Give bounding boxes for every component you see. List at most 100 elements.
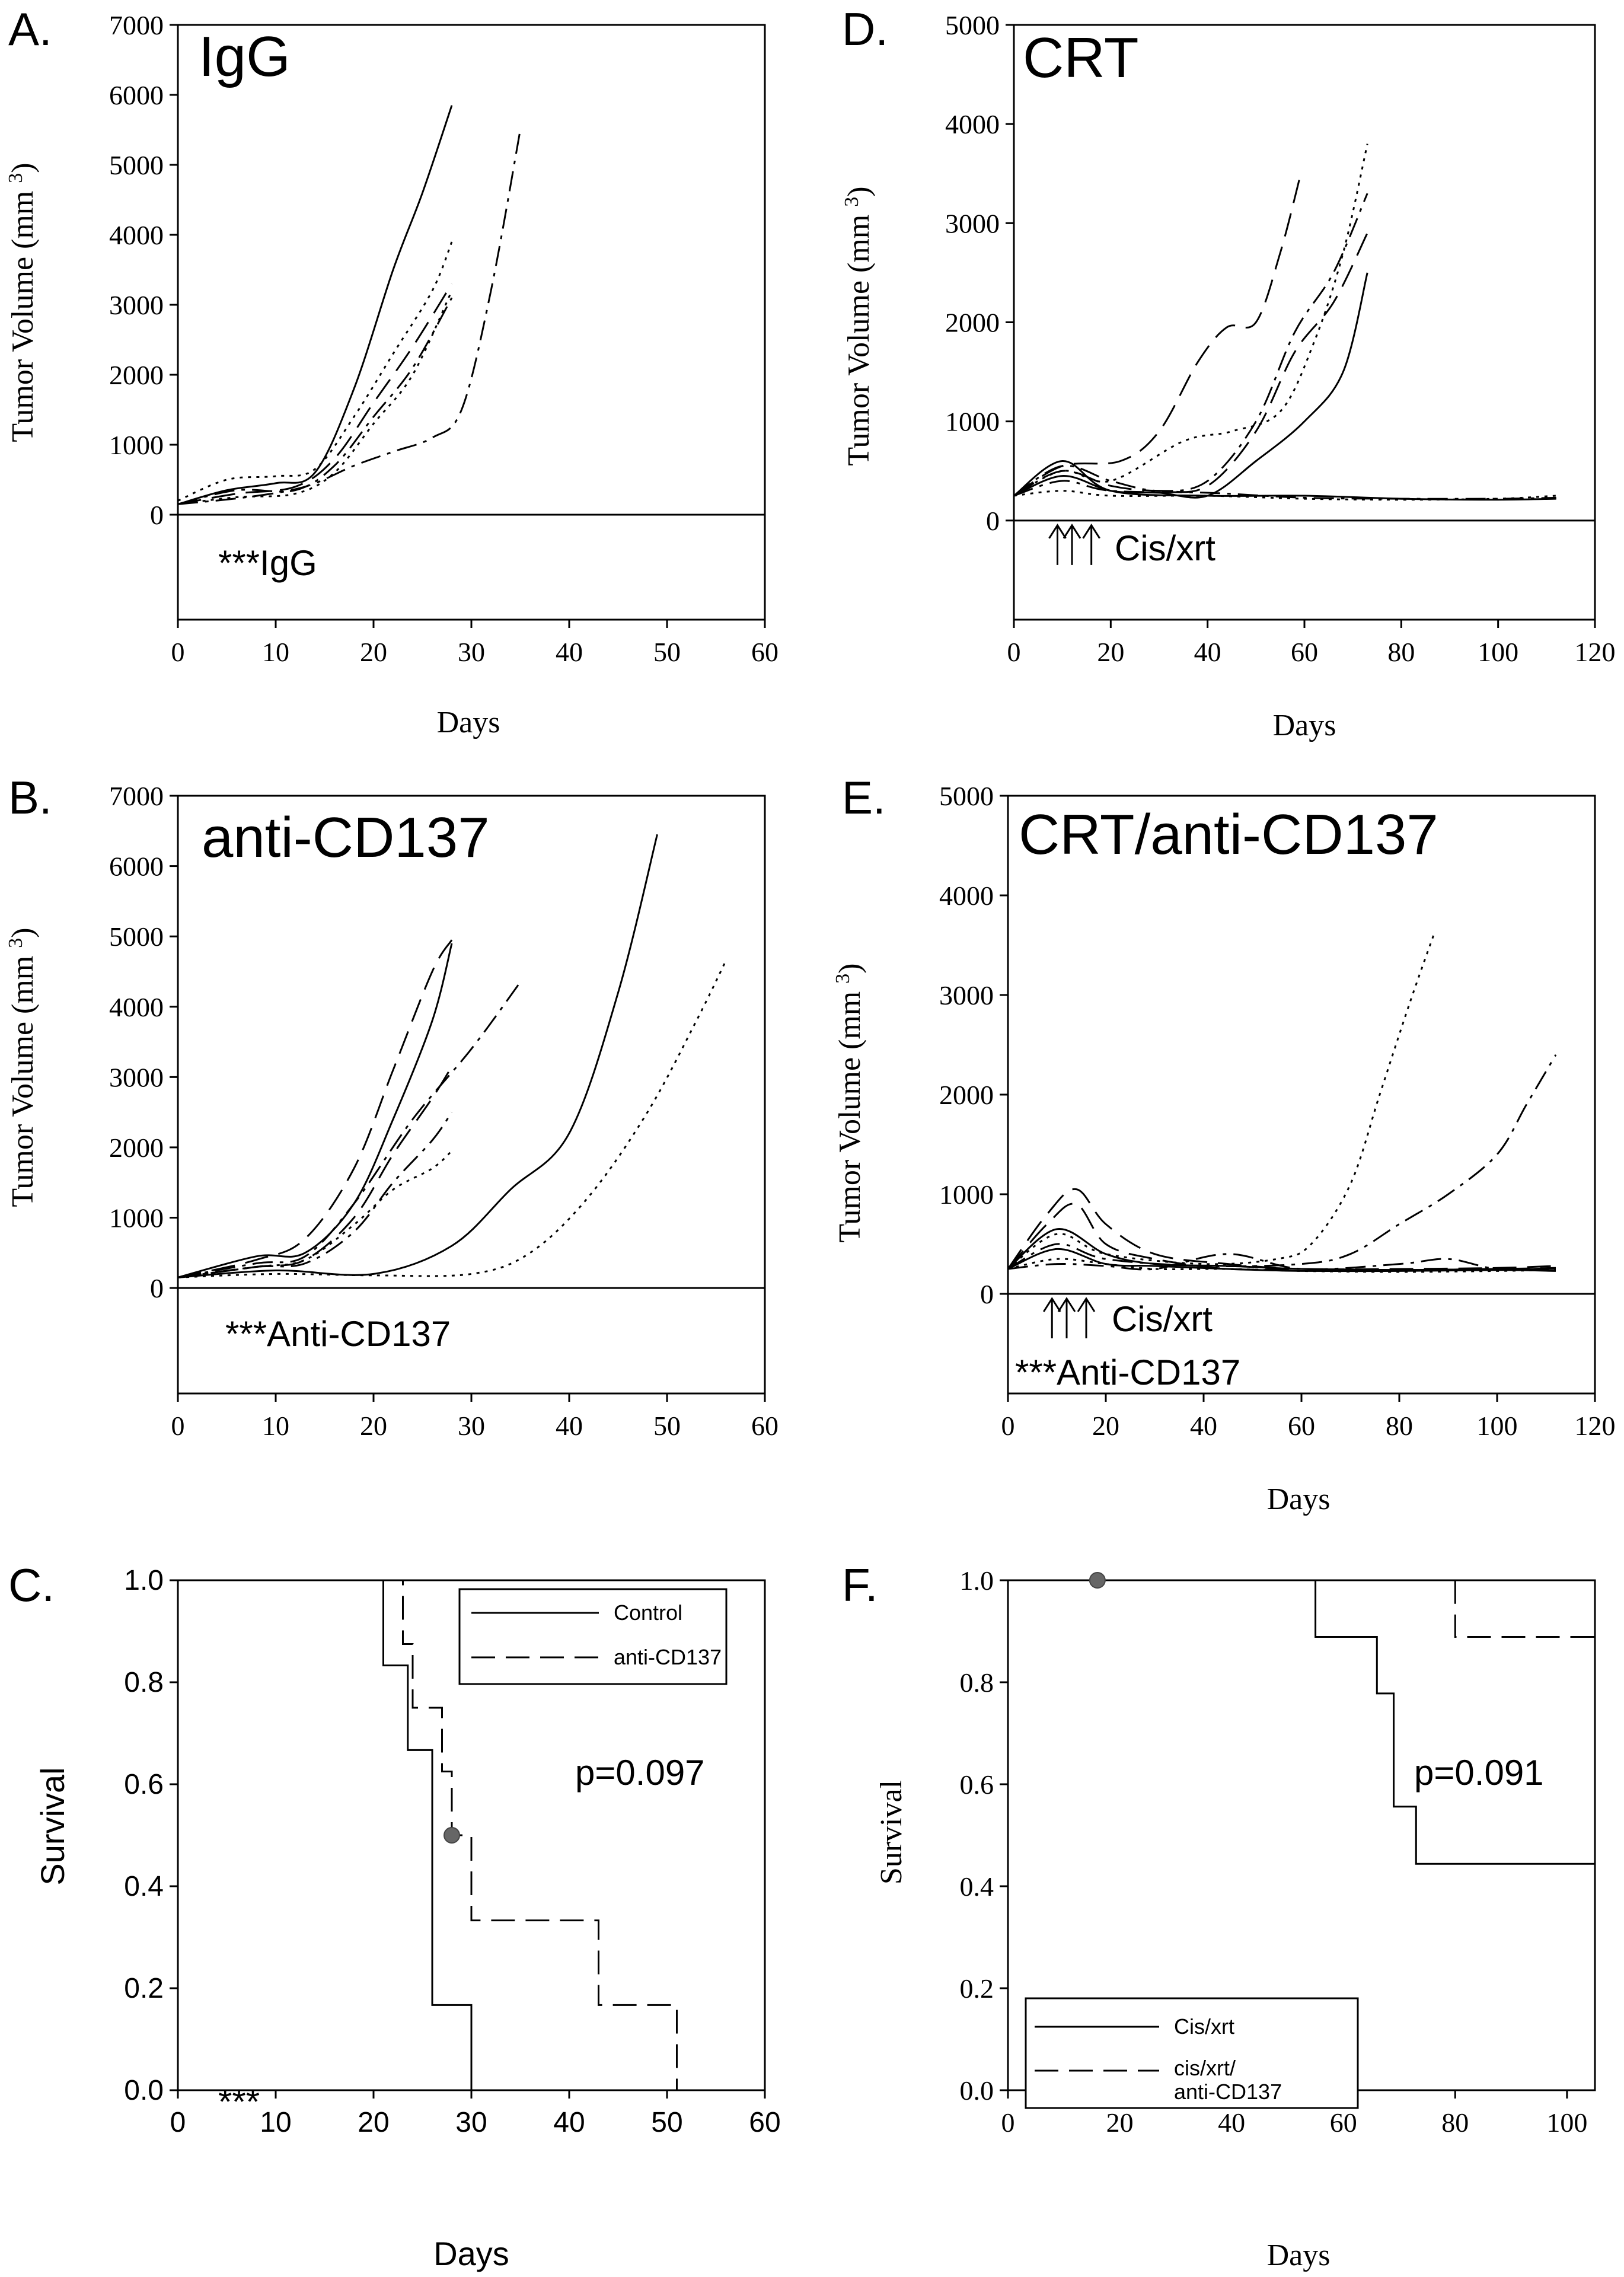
series-line bbox=[177, 961, 727, 1278]
panel-letter-c: C. bbox=[8, 1559, 55, 1611]
y-tick-label: 0.8 bbox=[960, 1667, 994, 1698]
annotation-e: Cis/xrt bbox=[1112, 1299, 1213, 1339]
x-tick-label: 10 bbox=[262, 637, 289, 667]
series-line bbox=[1013, 272, 1368, 499]
y-tick-label: 0 bbox=[150, 1273, 164, 1303]
plot-area-e: 0 20 40 60 80 100 120 0 1000 2000 3000 4000 5000 bbox=[939, 781, 1616, 1441]
x-tick-label: 60 bbox=[751, 637, 779, 667]
panel-d: D. CRT 0 20 40 60 80 100 120 0 1000 2000 3000 4000 5… bbox=[841, 3, 1616, 742]
x-tick-label: 80 bbox=[1387, 637, 1415, 667]
x-tick-label: 80 bbox=[1441, 2107, 1469, 2138]
plot-area-b: 0 10 20 30 40 50 60 0 1000 2000 3000 4000 5000 6000 70… bbox=[109, 781, 779, 1441]
y-tick-label: 1000 bbox=[945, 407, 1000, 437]
series-line bbox=[177, 283, 453, 505]
x-tick-label: 0 bbox=[170, 2107, 186, 2138]
legend-label-control: Control bbox=[614, 1600, 682, 1625]
y-tick-label: 1.0 bbox=[124, 1565, 164, 1596]
x-axis-label-e: Days bbox=[1267, 1482, 1331, 1516]
series-line bbox=[178, 1579, 473, 2090]
y-tick-label: 0 bbox=[980, 1279, 994, 1309]
x-axis-label-c: Days bbox=[433, 2235, 509, 2272]
panel-letter-e: E. bbox=[842, 771, 886, 824]
y-axis-label-superscript: 3 bbox=[841, 197, 863, 207]
y-axis-label-d: Tumor Volume (mm 3) bbox=[841, 186, 876, 465]
series-line bbox=[177, 834, 658, 1278]
y-tick-label: 5000 bbox=[939, 781, 994, 811]
y-tick-label: 3000 bbox=[945, 208, 1000, 238]
y-tick-label: 5000 bbox=[109, 150, 164, 180]
y-tick-label: 5000 bbox=[945, 10, 1000, 40]
series-line bbox=[177, 939, 453, 1278]
y-tick-label: 5000 bbox=[109, 921, 164, 952]
x-tick-label: 0 bbox=[171, 637, 185, 667]
x-tick-label: 20 bbox=[1097, 637, 1124, 667]
y-axis-label-c: Survival bbox=[34, 1767, 71, 1885]
annotation-d: Cis/xrt bbox=[1115, 528, 1215, 568]
x-tick-label: 0 bbox=[1001, 1411, 1015, 1441]
series-line bbox=[1007, 1258, 1556, 1273]
panel-title-d: CRT bbox=[1023, 26, 1139, 90]
censor-mark bbox=[444, 1827, 460, 1844]
x-tick-label: 40 bbox=[1190, 1411, 1217, 1441]
dosing-arrow-head bbox=[1082, 524, 1100, 539]
plot-frame bbox=[177, 24, 766, 621]
x-tick-label: 20 bbox=[1106, 2107, 1134, 2138]
plot-area-c: 0 10 20 30 40 50 60 0.0 0.2 0.4 0.6 0.8 1.0 bbox=[124, 1565, 780, 2138]
legend-label-anti-cd137: anti-CD137 bbox=[614, 1645, 722, 1669]
y-tick-label: 1.0 bbox=[960, 1565, 994, 1596]
x-tick-label: 40 bbox=[556, 1411, 583, 1441]
y-axis-label-e-text: Tumor Volume (mm bbox=[833, 991, 867, 1243]
x-tick-label: 20 bbox=[358, 2107, 389, 2138]
x-tick-label: 20 bbox=[360, 1411, 387, 1441]
y-tick-label: 7000 bbox=[109, 10, 164, 40]
plot-area-a: 0 10 20 30 40 50 60 0 1000 2000 3000 4000 5000 6000 70… bbox=[109, 10, 779, 667]
x-tick-label: 0 bbox=[1001, 2107, 1015, 2138]
series-line bbox=[177, 290, 453, 505]
x-tick-label: 40 bbox=[553, 2107, 585, 2138]
y-tick-label: 3000 bbox=[109, 1062, 164, 1092]
y-axis-label-a: Tumor Volume (mm 3) bbox=[5, 162, 40, 442]
y-tick-label: 0.0 bbox=[124, 2075, 164, 2106]
x-tick-label: 0 bbox=[1007, 637, 1021, 667]
panel-letter-f: F. bbox=[842, 1559, 878, 1611]
series-line bbox=[1007, 1203, 1556, 1271]
y-tick-label: 4000 bbox=[109, 992, 164, 1022]
y-axis-label-tail: ) bbox=[833, 963, 867, 973]
dosing-arrow-head bbox=[1063, 524, 1081, 539]
y-tick-label: 0 bbox=[150, 500, 164, 530]
panel-c: C. 0 10 20 30 40 50 600.00.20.40.60.81.0 Days … bbox=[8, 1559, 781, 2272]
x-tick-label: 30 bbox=[458, 637, 485, 667]
y-tick-label: 2000 bbox=[945, 308, 1000, 338]
dosing-arrow-head bbox=[1057, 1297, 1076, 1312]
x-tick-label: 120 bbox=[1575, 637, 1616, 667]
y-tick-label: 0.8 bbox=[124, 1667, 164, 1698]
plot-area-d: 0 20 40 60 80 100 120 0 1000 2000 3000 4000 5000 bbox=[945, 10, 1616, 667]
plot-frame bbox=[177, 795, 766, 1395]
legend-label-cis-xrt: Cis/xrt bbox=[1174, 2014, 1234, 2039]
series-line bbox=[1013, 178, 1301, 497]
series-line bbox=[177, 129, 521, 505]
legend-label-cis-xrt-anti-cd137-line1: cis/xrt/ bbox=[1174, 2056, 1236, 2080]
y-tick-label: 1000 bbox=[109, 430, 164, 460]
panel-title-a: IgG bbox=[199, 25, 291, 88]
y-tick-label: 0.6 bbox=[124, 1769, 164, 1800]
panel-letter-a: A. bbox=[8, 3, 52, 55]
series-line bbox=[1007, 935, 1435, 1270]
series-line bbox=[1007, 1253, 1556, 1271]
y-tick-label: 2000 bbox=[109, 360, 164, 390]
y-tick-label: 0.6 bbox=[960, 1769, 994, 1800]
p-value-c: p=0.097 bbox=[575, 1753, 705, 1793]
dosing-arrows-e bbox=[1042, 1297, 1096, 1338]
series-line bbox=[177, 1111, 453, 1278]
series-line bbox=[1007, 1054, 1557, 1270]
dosing-arrows-d bbox=[1048, 524, 1100, 565]
y-tick-label: 0 bbox=[986, 506, 1000, 536]
y-axis-label-tail: ) bbox=[842, 186, 876, 196]
x-tick-label: 50 bbox=[653, 1411, 681, 1441]
x-tick-label: 60 bbox=[749, 2107, 780, 2138]
y-axis-label-e: Tumor Volume (mm 3) bbox=[832, 963, 867, 1242]
series-line bbox=[177, 1150, 453, 1278]
y-tick-label: 3000 bbox=[939, 980, 994, 1010]
series-line bbox=[178, 1579, 678, 2090]
